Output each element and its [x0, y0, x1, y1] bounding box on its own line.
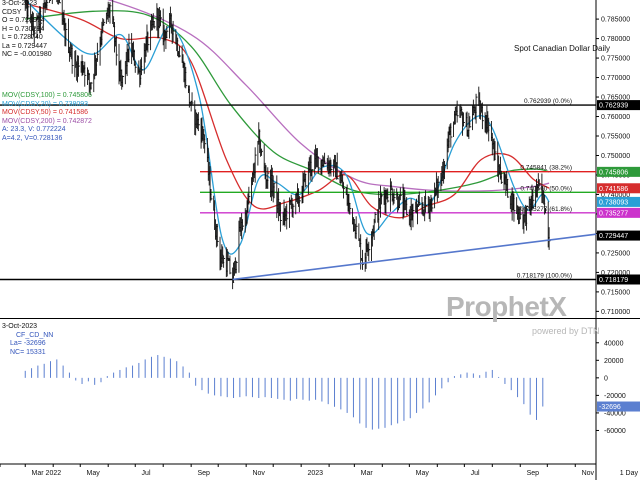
date-tick-label: Jul: [471, 470, 480, 477]
price-axis-tag: 0.741586: [599, 186, 628, 193]
price-tick-label: 0.740000: [601, 192, 630, 199]
price-axis-tag-bg: [597, 100, 640, 111]
header-net-change: NC = -0.001980: [2, 51, 52, 58]
date-tick-label: Nov: [252, 470, 265, 477]
net-series-name: CF_CD_NN: [16, 331, 54, 339]
price-tick-label: 0.715000: [601, 289, 630, 296]
price-tick-label: 0.770000: [601, 75, 630, 82]
prophetx-watermark: ProphetX powered by DTN: [446, 291, 600, 336]
level-label: 0.762939 (0.0%): [524, 98, 572, 105]
moving-average-legend: MOV(CDSY,100) = 0.745806 MOV(CDSY,20) = …: [2, 92, 92, 143]
date-tick-label: 2023: [307, 470, 323, 477]
legend-ma100: MOV(CDSY,100) = 0.745806: [2, 92, 92, 99]
net-tick-label: -40000: [604, 410, 626, 417]
net-tick-label: -20000: [604, 393, 626, 400]
support-trendline: [232, 233, 597, 281]
net-tick-label: 40000: [604, 340, 624, 347]
price-tick-label: 0.765000: [601, 95, 630, 102]
legend-ma50: MOV(CDSY,50) = 0.741586: [2, 109, 89, 116]
price-tick-label: 0.725000: [601, 250, 630, 257]
price-tick-label: 0.710000: [601, 309, 630, 316]
price-axis-tag: 0.718179: [599, 277, 628, 284]
net-tick-label: 0: [604, 375, 608, 382]
price-header-readout: 3-Oct-2023 CDSY O = 0.728974 H = 0.73028…: [2, 0, 52, 60]
price-tick-label: 0.755000: [601, 134, 630, 141]
price-axis-tag-bg: [597, 166, 640, 177]
price-axis-tag: 0.762939: [599, 103, 628, 110]
legend-ma200: MOV(CDSY,200) = 0.742872: [2, 117, 92, 125]
price-tick-label: 0.720000: [601, 270, 630, 277]
header-date: 3-Oct-2023: [2, 0, 38, 7]
watermark-brand: ProphetX: [446, 291, 567, 322]
net-axis-tag-bg: [597, 401, 640, 412]
net-readout-last: La= -32696: [10, 340, 46, 347]
header-last: La = 0.729447: [2, 42, 47, 50]
ma-line-mov-cdsy-50-: [25, 2, 550, 219]
price-bars: [24, 0, 551, 290]
price-axis-tag-bg: [597, 183, 640, 194]
price-axis-tag-bg: [597, 230, 640, 241]
date-tick-label: Jul: [142, 470, 151, 477]
net-header-date: 3-Oct-2023: [2, 323, 38, 330]
interval-label: 1 Day: [620, 470, 639, 477]
level-label: 0.735277 (61.8%): [520, 206, 572, 213]
date-tick-label: Mar 2022: [32, 470, 62, 477]
date-tick-label: May: [87, 470, 101, 477]
net-tick-label: 20000: [604, 358, 624, 365]
header-low: L = 0.728740: [2, 34, 43, 41]
date-tick-label: Nov: [582, 470, 595, 477]
level-label: 0.740560 (50.0%): [520, 185, 572, 192]
price-axis-tag-bg: [597, 207, 640, 218]
price-tick-label: 0.780000: [601, 36, 630, 43]
date-tick-label: May: [416, 470, 430, 477]
price-axis-tag: 0.735277: [599, 210, 628, 217]
net-tick-label: -60000: [604, 428, 626, 435]
date-axis: Mar 2022 May Jul Sep Nov 2023 Mar May Jul Sep Nov 1…: [0, 464, 638, 477]
level-label: 0.745841 (38.2%): [520, 165, 572, 172]
price-axis-tag: 0.745806: [599, 169, 628, 176]
legend-ma20: MOV(CDSY,20) = 0.738093: [2, 100, 89, 108]
header-open: O = 0.728974: [2, 17, 45, 24]
retracement-levels: 0.762939 (0.0%) 0.745841 (38.2%) 0.740560 …: [0, 98, 596, 281]
watermark-tagline: powered by DTN: [532, 326, 600, 336]
price-axis-tag-bg: [597, 274, 640, 285]
price-tick-label: 0.750000: [601, 153, 630, 160]
net-position-header: 3-Oct-2023 CF_CD_NN La= -32696 NC= 15331: [2, 323, 53, 357]
level-label: 0.718179 (100.0%): [517, 272, 572, 279]
date-tick-label: Sep: [527, 470, 540, 477]
price-tick-label: 0.760000: [601, 114, 630, 121]
chart-title: Spot Canadian Dollar Daily: [514, 44, 611, 53]
date-tick-label: Mar: [361, 470, 374, 477]
price-axis-tags: 0.762939 0.745806 0.741586 0.738093 0.735277…: [597, 100, 640, 285]
price-axis-tag-bg: [597, 196, 640, 207]
price-axis-tag: 0.738093: [599, 199, 628, 206]
price-axis-tag: 0.729447: [599, 233, 628, 240]
date-tick-label: Sep: [197, 470, 210, 477]
net-readout-change: NC= 15331: [10, 348, 46, 356]
header-high: H = 0.730284: [2, 25, 45, 33]
price-tick-label: 0.775000: [601, 56, 630, 63]
header-symbol: CDSY: [2, 8, 22, 16]
net-position-panel: 40000 20000 0 -20000 -40000 -60000 -32696: [24, 340, 640, 435]
legend-readout-b: A=4.2, V=0.728136: [2, 134, 63, 142]
trendline: [232, 233, 597, 281]
net-axis-tag: -32696: [599, 404, 621, 411]
legend-readout-a: A: 23.3, V: 0.772224: [2, 126, 66, 133]
price-tick-label: 0.785000: [601, 17, 630, 24]
